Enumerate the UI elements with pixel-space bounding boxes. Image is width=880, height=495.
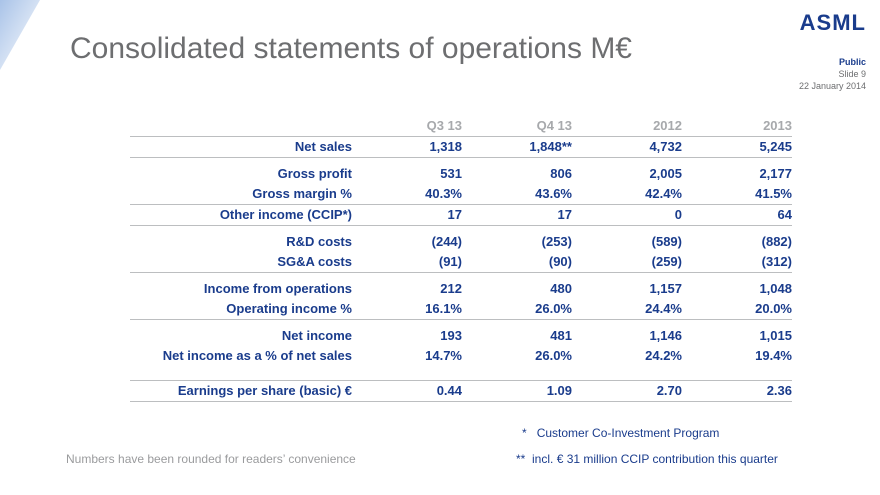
cell-value: 24.4%	[645, 301, 682, 316]
cell-value: (312)	[761, 254, 792, 269]
cell-value: 17	[352, 204, 462, 226]
classification-label: Public	[838, 57, 866, 67]
cell-value: 40.3%	[425, 186, 462, 201]
cell-value: (589)	[651, 234, 682, 249]
row-label: SG&A costs	[277, 254, 352, 269]
cell-value: 64	[682, 204, 792, 226]
cell-value: 0.44	[352, 380, 462, 402]
slide-meta: Public Slide 9 22 January 2014	[799, 56, 866, 92]
table-row: Gross margin % 40.3% 43.6% 42.4% 41.5%	[130, 184, 792, 205]
cell-value: 2.36	[682, 380, 792, 402]
footnote-marker: *	[522, 426, 527, 440]
cell-value: 2,177	[759, 166, 792, 181]
footnote-text: Customer Co-Investment Program	[536, 426, 720, 440]
cell-value: 24.2%	[645, 348, 682, 363]
table-row: Other income (CCIP*) 17 17 0 64	[130, 204, 792, 226]
column-header: Q3 13	[352, 116, 462, 137]
operations-table: Q3 13 Q4 13 2012 2013 Net sales 1,318 1,…	[130, 116, 792, 402]
cell-value: 1,848**	[529, 139, 572, 154]
cell-value: 42.4%	[645, 186, 682, 201]
row-label: Gross margin %	[252, 186, 352, 201]
row-label: Other income (CCIP*)	[130, 204, 352, 226]
row-label: Net income	[281, 328, 352, 343]
slide-number: Slide 9	[838, 69, 866, 79]
cell-value: 16.1%	[425, 301, 462, 316]
cell-value: 2.70	[572, 380, 682, 402]
footnote-marker: **	[516, 452, 526, 466]
cell-value: 1,048	[759, 281, 792, 296]
rounding-note: Numbers have been rounded for readers’ c…	[66, 452, 356, 466]
table-row: Net sales 1,318 1,848** 4,732 5,245	[130, 137, 792, 158]
cell-value: 20.0%	[755, 301, 792, 316]
cell-value: 5,245	[759, 139, 792, 154]
cell-value: 1.09	[462, 380, 572, 402]
cell-value: 806	[550, 166, 572, 181]
row-label: Net income as a % of net sales	[162, 348, 352, 363]
table-header-row: Q3 13 Q4 13 2012 2013	[130, 116, 792, 137]
cell-value: 531	[440, 166, 462, 181]
cell-value: 26.0%	[535, 348, 572, 363]
header-blank	[130, 116, 352, 137]
row-label: Gross profit	[277, 166, 352, 181]
cell-value: 43.6%	[535, 186, 572, 201]
table-row: Net income as a % of net sales 14.7% 26.…	[130, 346, 792, 366]
table-row: SG&A costs (91) (90) (259) (312)	[130, 252, 792, 273]
page-title: Consolidated statements of operations M€	[70, 32, 632, 65]
cell-value: 41.5%	[755, 186, 792, 201]
cell-value: (244)	[431, 234, 462, 249]
row-label: Net sales	[294, 139, 352, 154]
row-label: Income from operations	[203, 281, 352, 296]
footnote-text: incl. € 31 million CCIP contribution thi…	[532, 452, 778, 466]
cell-value: (882)	[761, 234, 792, 249]
cell-value: (259)	[651, 254, 682, 269]
corner-decoration	[0, 0, 40, 70]
cell-value: 26.0%	[535, 301, 572, 316]
table-row: Gross profit 531 806 2,005 2,177	[130, 164, 792, 184]
cell-value: 193	[440, 328, 462, 343]
footnote-q4: ** incl. € 31 million CCIP contribution …	[516, 452, 778, 466]
table-row: Income from operations 212 480 1,157 1,0…	[130, 279, 792, 299]
table-row: Earnings per share (basic) € 0.44 1.09 2…	[130, 380, 792, 402]
cell-value: 1,157	[649, 281, 682, 296]
cell-value: 212	[440, 281, 462, 296]
cell-value: 14.7%	[425, 348, 462, 363]
row-label: Operating income %	[226, 301, 352, 316]
slide-date: 22 January 2014	[798, 81, 866, 91]
cell-value: (90)	[548, 254, 572, 269]
table-row: R&D costs (244) (253) (589) (882)	[130, 232, 792, 252]
cell-value: 4,732	[649, 139, 682, 154]
column-header: 2013	[682, 116, 792, 137]
cell-value: 480	[550, 281, 572, 296]
column-header: Q4 13	[462, 116, 572, 137]
cell-value: 0	[572, 204, 682, 226]
row-label: Earnings per share (basic) €	[130, 380, 352, 402]
cell-value: 481	[550, 328, 572, 343]
cell-value: (91)	[438, 254, 462, 269]
table-row: Operating income % 16.1% 26.0% 24.4% 20.…	[130, 299, 792, 320]
column-header: 2012	[572, 116, 682, 137]
cell-value: 1,318	[429, 139, 462, 154]
table-row: Net income 193 481 1,146 1,015	[130, 326, 792, 346]
asml-logo: ASML	[799, 10, 866, 35]
cell-value: 1,146	[649, 328, 682, 343]
cell-value: 2,005	[649, 166, 682, 181]
cell-value: 17	[462, 204, 572, 226]
cell-value: (253)	[541, 234, 572, 249]
footnote-ccip: * Customer Co-Investment Program	[522, 426, 719, 440]
cell-value: 1,015	[759, 328, 792, 343]
row-label: R&D costs	[286, 234, 352, 249]
cell-value: 19.4%	[755, 348, 792, 363]
